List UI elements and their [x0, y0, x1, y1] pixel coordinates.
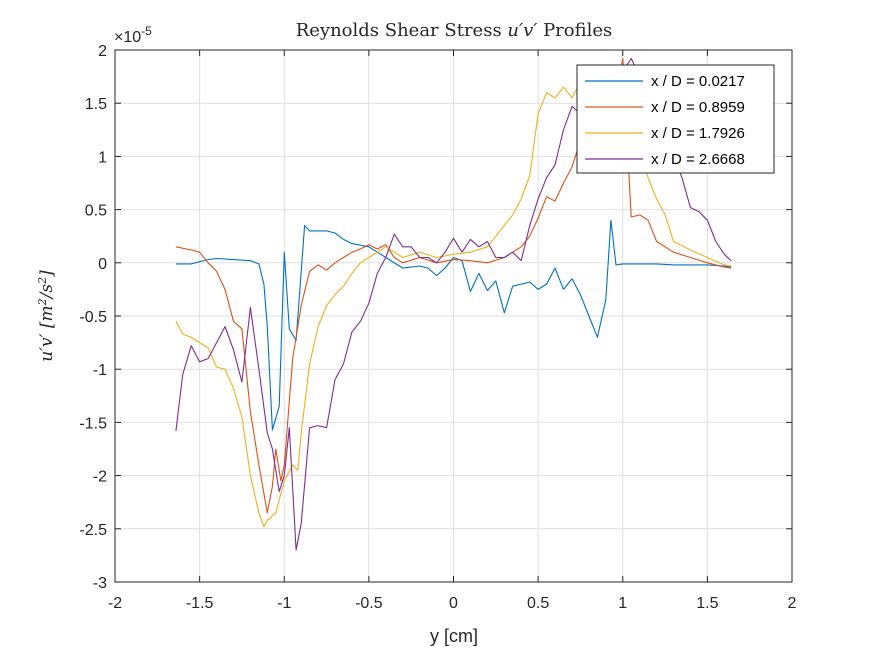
y-label-slash: /s: [37, 284, 57, 301]
y-tick-label: -0.5: [79, 309, 107, 326]
legend-label-2: x / D = 0.8959: [651, 99, 745, 116]
x-tick-label: -0.5: [355, 595, 383, 612]
y-label-sq2: 2: [36, 277, 49, 285]
x-tick-labels: -2 -1.5 -1 -0.5 0 0.5 1 1.5 2: [108, 595, 797, 612]
x-tick-label: 0: [449, 595, 458, 612]
legend-label-3: x / D = 1.7926: [651, 125, 745, 142]
y-exponent-label: ×10-5: [114, 24, 152, 46]
x-tick-label: 0.5: [527, 595, 549, 612]
x-tick-label: 1.5: [696, 595, 718, 612]
title-math: u′v′: [507, 20, 537, 41]
y-multiplier: ×10: [114, 29, 141, 46]
x-tick-label: 1: [618, 595, 627, 612]
y-tick-label: 0: [98, 256, 107, 273]
y-tick-label: 2: [98, 43, 107, 60]
legend: x / D = 0.0217 x / D = 0.8959 x / D = 1.79…: [576, 64, 775, 174]
legend-box: [576, 64, 775, 174]
y-tick-label: -3: [93, 575, 107, 592]
y-tick-label: -1: [93, 362, 107, 379]
y-label-math: u′v′: [37, 333, 57, 361]
y-axis-label: u′v′ [m2/s2]: [36, 270, 57, 362]
legend-label-1: x / D = 0.0217: [651, 73, 745, 90]
title-text-before: Reynolds Shear Stress: [296, 20, 508, 41]
x-tick-label: 2: [788, 595, 797, 612]
y-tick-label: -2.5: [79, 522, 107, 539]
y-tick-label: -2: [93, 469, 107, 486]
x-tick-label: -1.5: [186, 595, 214, 612]
y-label-sq1: 2: [36, 298, 49, 306]
y-tick-label: -1.5: [79, 415, 107, 432]
series-line-1: [175, 219, 732, 431]
y-tick-label: 0.5: [85, 203, 107, 220]
y-exponent: -5: [141, 24, 152, 38]
x-tick-label: -1: [277, 595, 291, 612]
legend-label-4: x / D = 2.6668: [651, 151, 745, 168]
y-tick-labels: -3 -2.5 -2 -1.5 -1 -0.5 0 0.5 1 1.5 2: [79, 43, 107, 592]
y-tick-label: 1.5: [85, 96, 107, 113]
y-tick-label: 1: [98, 149, 107, 166]
y-label-units: [m: [37, 305, 57, 333]
y-label-close: ]: [37, 270, 57, 278]
legend-items: x / D = 0.0217 x / D = 0.8959 x / D = 1.79…: [585, 73, 745, 168]
chart-title: Reynolds Shear Stress u′v′ Profiles: [296, 20, 613, 41]
x-axis-label: y [cm]: [430, 626, 478, 646]
x-tick-label: -2: [108, 595, 122, 612]
title-text-after: Profiles: [537, 20, 612, 41]
tick-marks: [114, 49, 793, 583]
